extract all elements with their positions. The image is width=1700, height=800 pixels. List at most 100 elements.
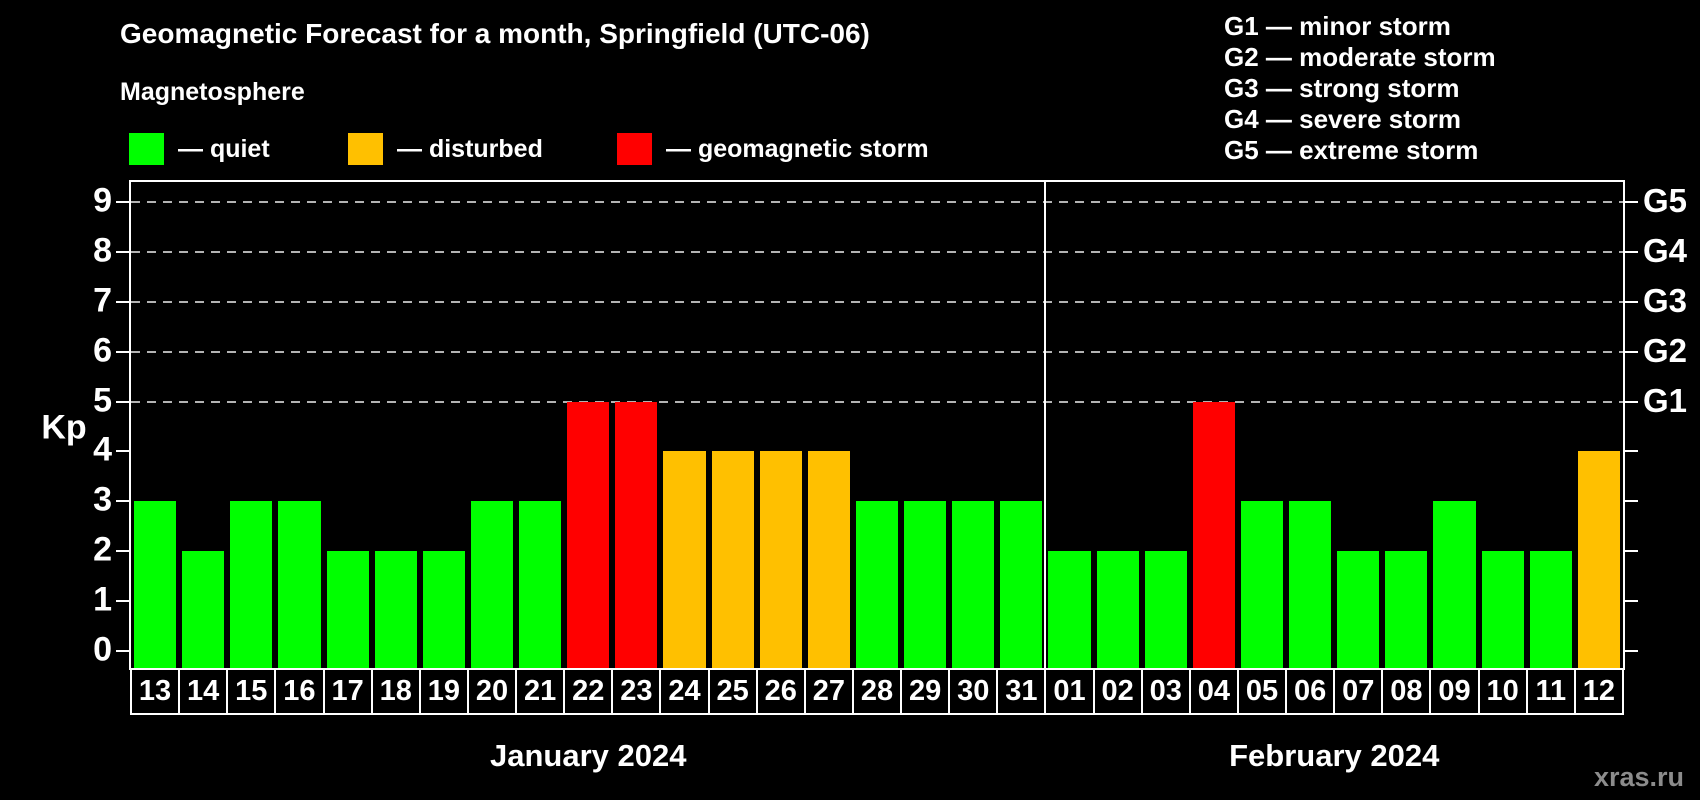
y-tick-right-7 [1625, 300, 1638, 303]
month-label-february: February 2024 [1229, 738, 1440, 773]
kp-bar-january-28 [855, 501, 899, 668]
kp-bar-january-22 [567, 401, 610, 668]
y-tick-right-2 [1625, 550, 1638, 553]
kp-bar-january-17 [326, 551, 369, 668]
y-tick-right-5 [1625, 400, 1638, 403]
legend-item-storm: — geomagnetic storm [617, 133, 929, 165]
y-tick-left-9 [116, 200, 129, 203]
disturbed-color-swatch-icon [348, 133, 383, 165]
gridline-kp6 [131, 350, 1623, 353]
right-axis-label-g1: G1 [1643, 381, 1688, 419]
kp-bar-february-08 [1385, 551, 1428, 668]
day-label-january-24: 24 [659, 668, 710, 715]
day-label-february-06: 06 [1285, 668, 1336, 715]
right-axis-label-g3: G3 [1643, 282, 1688, 320]
y-tick-left-5 [116, 400, 129, 403]
y-tick-left-8 [116, 250, 129, 253]
kp-bar-january-18 [374, 551, 417, 668]
kp-bar-january-29 [904, 501, 947, 668]
day-label-february-09: 09 [1429, 668, 1480, 715]
day-label-january-17: 17 [322, 668, 373, 715]
day-label-january-16: 16 [274, 668, 325, 715]
y-tick-label-0: 0 [93, 630, 112, 669]
y-tick-label-2: 2 [93, 530, 112, 569]
legend-item-disturbed: — disturbed [348, 133, 543, 165]
gridline-kp5 [131, 400, 1623, 403]
g-scale-legend: G1 — minor storm G2 — moderate storm G3 — … [1224, 11, 1496, 166]
chart-subtitle: Magnetosphere [120, 78, 305, 106]
day-label-february-11: 11 [1525, 668, 1576, 715]
y-tick-label-8: 8 [93, 231, 112, 270]
y-tick-label-3: 3 [93, 481, 112, 520]
kp-bar-february-09 [1433, 501, 1476, 668]
kp-bar-january-23 [615, 401, 658, 668]
y-tick-left-7 [116, 300, 129, 303]
y-tick-left-0 [116, 650, 129, 652]
kp-bar-january-25 [711, 451, 754, 668]
y-tick-right-0 [1625, 650, 1638, 652]
kp-bar-january-26 [759, 451, 802, 668]
day-label-february-10: 10 [1477, 668, 1528, 715]
y-tick-left-6 [116, 350, 129, 353]
day-label-january-21: 21 [515, 668, 566, 715]
day-label-january-28: 28 [851, 668, 903, 715]
kp-bar-january-30 [952, 501, 995, 668]
storm-color-swatch-icon [617, 133, 652, 165]
day-label-january-19: 19 [418, 668, 469, 715]
y-tick-right-9 [1625, 200, 1638, 203]
kp-bar-february-03 [1144, 551, 1187, 668]
day-label-february-01: 01 [1044, 668, 1095, 715]
kp-bar-february-04 [1192, 401, 1235, 668]
y-tick-left-4 [116, 450, 129, 453]
day-label-january-31: 31 [996, 668, 1047, 715]
y-tick-right-4 [1625, 450, 1638, 453]
kp-bar-january-14 [182, 551, 225, 668]
y-tick-right-8 [1625, 250, 1638, 253]
plot-area [129, 180, 1625, 670]
legend-item-quiet: — quiet [129, 133, 270, 165]
g-legend-line-g5: G5 — extreme storm [1224, 135, 1479, 165]
month-label-january: January 2024 [489, 738, 687, 773]
day-label-january-29: 29 [900, 668, 951, 715]
day-label-january-27: 27 [803, 668, 854, 715]
kp-bar-february-02 [1096, 551, 1139, 668]
day-label-january-25: 25 [707, 668, 758, 715]
kp-bar-january-13 [134, 501, 177, 668]
day-label-february-03: 03 [1140, 668, 1191, 715]
kp-bar-january-19 [422, 551, 465, 668]
gridline-kp9 [131, 200, 1623, 203]
right-axis-label-g4: G4 [1643, 232, 1688, 270]
g-legend-line-g4: G4 — severe storm [1224, 104, 1462, 134]
right-axis-label-g5: G5 [1643, 182, 1688, 220]
y-tick-left-3 [116, 500, 129, 503]
kp-bar-february-07 [1337, 551, 1380, 668]
g-legend-line-g2: G2 — moderate storm [1224, 42, 1496, 72]
day-label-february-08: 08 [1381, 668, 1432, 715]
chart-title: Geomagnetic Forecast for a month, Spring… [120, 18, 870, 49]
day-label-january-30: 30 [948, 668, 999, 715]
kp-bar-january-27 [807, 451, 850, 668]
kp-bar-february-11 [1529, 551, 1572, 668]
right-axis-label-g2: G2 [1643, 331, 1688, 369]
kp-bar-february-05 [1240, 501, 1284, 668]
y-tick-label-7: 7 [93, 281, 112, 320]
kp-bar-january-24 [663, 451, 706, 668]
watermark: xras.ru [1593, 762, 1684, 792]
kp-bar-february-12 [1577, 451, 1620, 668]
legend-label-storm: — geomagnetic storm [666, 134, 929, 163]
gridline-kp7 [131, 300, 1623, 303]
y-tick-left-1 [116, 600, 129, 603]
day-label-january-22: 22 [563, 668, 614, 715]
y-tick-right-6 [1625, 350, 1638, 353]
y-tick-label-6: 6 [93, 331, 112, 370]
day-label-january-15: 15 [226, 668, 277, 715]
day-label-january-13: 13 [130, 668, 181, 715]
y-tick-label-1: 1 [93, 580, 112, 619]
g-legend-line-g1: G1 — minor storm [1224, 11, 1451, 41]
y-tick-label-5: 5 [93, 381, 112, 420]
kp-bar-january-16 [278, 501, 321, 668]
kp-bar-january-15 [230, 501, 273, 668]
legend-label-disturbed: — disturbed [397, 134, 543, 163]
day-label-february-02: 02 [1092, 668, 1143, 715]
